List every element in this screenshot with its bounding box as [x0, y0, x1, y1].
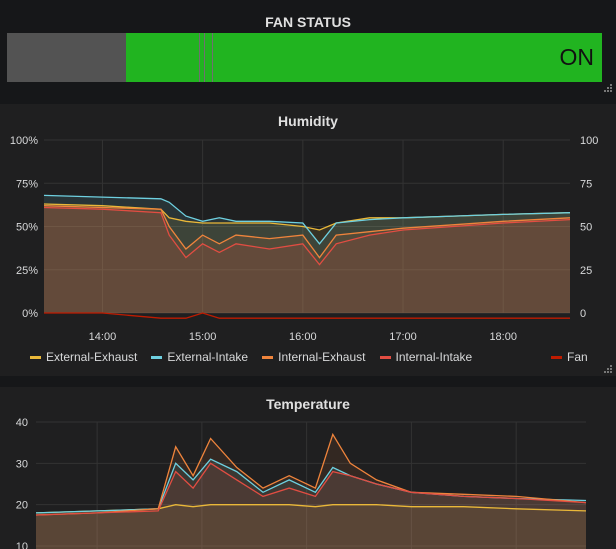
- fan-status-tick: [212, 33, 213, 82]
- x-tick-label: 15:00: [189, 331, 217, 343]
- y-tick-label-right: 0: [580, 308, 586, 320]
- y-tick-label: 25%: [16, 265, 38, 277]
- legend-label: Fan: [567, 350, 588, 364]
- x-tick-label: 18:00: [489, 331, 517, 343]
- series-area: [36, 459, 586, 549]
- series-line: [35, 432, 587, 516]
- y-tick-label: 100%: [10, 135, 38, 147]
- legend-item[interactable]: Internal-Exhaust: [262, 350, 366, 364]
- temperature-title: Temperature: [266, 396, 350, 412]
- series-line: [35, 462, 587, 516]
- fan-status-bar: ON: [7, 33, 602, 82]
- legend-item[interactable]: External-Intake: [151, 350, 248, 364]
- series-line: [43, 194, 571, 245]
- humidity-panel: Humidity 100% 75% 50% 25% 0% 100 75 50 25 0 14:0…: [0, 104, 616, 376]
- y-tick-label-right: 75: [580, 178, 592, 190]
- series-line: [43, 206, 571, 266]
- humidity-title: Humidity: [278, 113, 338, 129]
- y-tick-label: 10: [16, 541, 28, 549]
- humidity-chart: 100% 75% 50% 25% 0% 100 75 50 25 0 14:00 15:00 16:…: [10, 135, 599, 343]
- fan-status-tick: [204, 33, 205, 82]
- series-area: [44, 205, 570, 313]
- legend-item-fan[interactable]: Fan: [551, 350, 588, 364]
- y-tick-label: 50%: [16, 222, 38, 234]
- legend-swatch-icon: [151, 355, 163, 359]
- y-tick-label-right: 50: [580, 222, 592, 234]
- series-area: [36, 434, 586, 549]
- series-line: [43, 205, 571, 259]
- legend-swatch-icon: [379, 355, 391, 359]
- y-tick-label: 30: [16, 458, 28, 470]
- legend-label: Internal-Exhaust: [278, 350, 366, 364]
- legend-label: External-Exhaust: [46, 350, 138, 364]
- legend-item[interactable]: External-Exhaust: [30, 350, 137, 364]
- x-tick-label: 14:00: [89, 331, 117, 343]
- series-line: [44, 312, 570, 319]
- series-area: [44, 207, 570, 313]
- legend-item[interactable]: Internal-Intake: [379, 350, 473, 364]
- y-tick-label-right: 25: [580, 265, 592, 277]
- fan-status-panel: FAN STATUS ON: [0, 0, 616, 95]
- y-tick-label: 75%: [16, 178, 38, 190]
- fan-status-value: ON: [559, 44, 595, 70]
- y-tick-label: 20: [16, 500, 28, 512]
- legend-label: Internal-Intake: [395, 350, 473, 364]
- series-line: [35, 504, 587, 514]
- fan-status-title: FAN STATUS: [265, 14, 351, 30]
- fan-status-tick: [199, 33, 200, 82]
- legend-swatch-icon: [262, 355, 274, 359]
- temperature-chart: 40 30 20 10: [16, 417, 587, 549]
- series-area: [44, 195, 570, 313]
- resize-handle-icon[interactable]: [604, 365, 612, 373]
- legend-label: External-Intake: [167, 350, 249, 364]
- series-area: [36, 504, 586, 549]
- resize-handle-icon[interactable]: [604, 84, 612, 92]
- legend-swatch-icon: [30, 355, 41, 359]
- fan-status-off-segment: [7, 33, 126, 82]
- y-tick-label-right: 100: [580, 135, 598, 147]
- temperature-panel: Temperature 40 30 20 10: [0, 387, 616, 549]
- x-tick-label: 17:00: [389, 331, 417, 343]
- legend-swatch-icon: [551, 355, 562, 359]
- series-area: [44, 204, 570, 313]
- y-tick-label: 0%: [22, 308, 38, 320]
- y-tick-label: 40: [16, 417, 28, 429]
- x-tick-label: 16:00: [289, 331, 317, 343]
- humidity-legend: External-Exhaust External-Intake Interna…: [30, 350, 486, 364]
